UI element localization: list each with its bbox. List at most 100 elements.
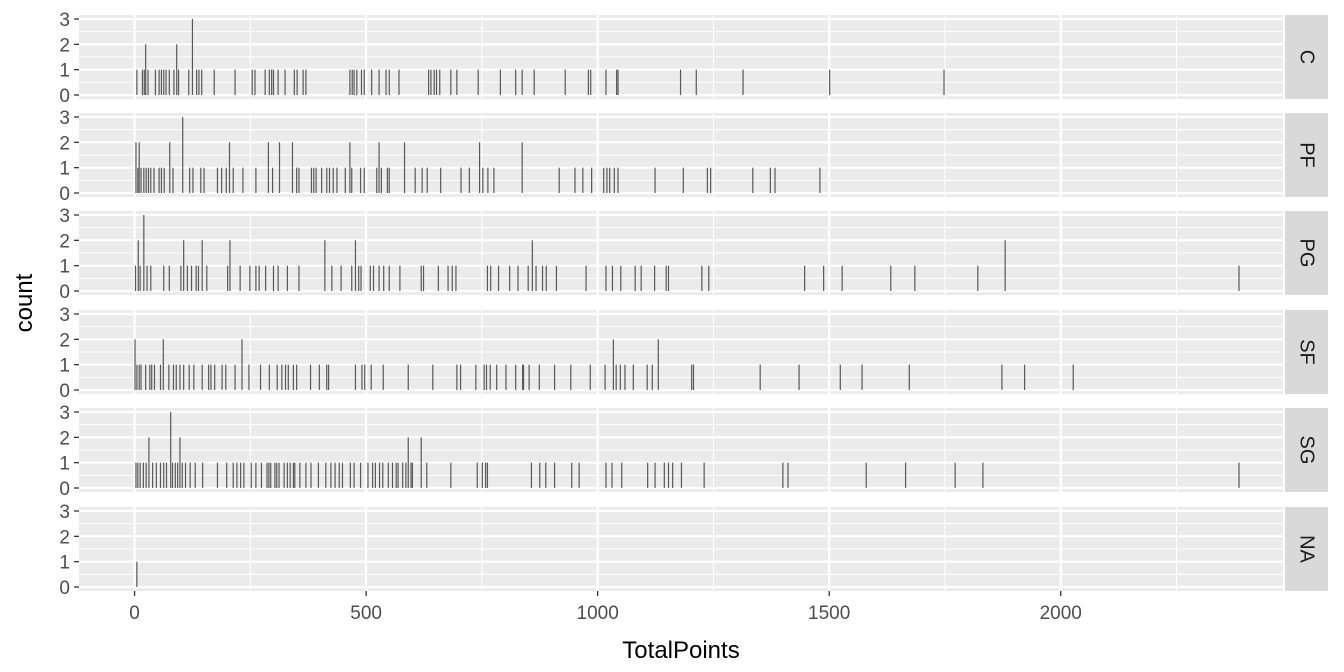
histogram-bar xyxy=(450,69,452,95)
histogram-bar xyxy=(179,437,181,488)
histogram-bar xyxy=(611,265,614,291)
histogram-bar xyxy=(388,167,390,193)
histogram-bar xyxy=(456,364,458,390)
histogram-bar xyxy=(481,462,483,488)
histogram-bar xyxy=(139,462,141,488)
histogram-bar xyxy=(249,265,251,291)
histogram-bar xyxy=(497,265,500,291)
histogram-bar xyxy=(865,462,867,488)
histogram-bar xyxy=(1072,364,1074,390)
histogram-bar xyxy=(299,462,301,488)
y-tick-label: 2 xyxy=(59,231,70,252)
histogram-bar xyxy=(570,364,572,390)
histogram-bar xyxy=(798,364,800,390)
histogram-bar xyxy=(296,167,298,193)
histogram-bar xyxy=(201,69,203,95)
histogram-bar xyxy=(353,462,355,488)
histogram-bar xyxy=(527,265,529,291)
histogram-bar xyxy=(254,69,256,95)
histogram-bar xyxy=(360,265,362,291)
histogram-bar xyxy=(255,462,257,488)
histogram-bar xyxy=(451,265,453,291)
histogram-bar xyxy=(371,69,373,95)
histogram-bar xyxy=(214,364,216,390)
histogram-bar xyxy=(517,265,519,291)
histogram-bar xyxy=(433,69,435,95)
histogram-bar xyxy=(183,240,185,291)
histogram-bar xyxy=(302,69,304,95)
histogram-bar xyxy=(145,364,147,390)
histogram-bar xyxy=(414,167,416,193)
histogram-bar xyxy=(265,265,267,291)
histogram-bar xyxy=(411,462,414,488)
histogram-bar xyxy=(255,167,257,193)
histogram-bar xyxy=(264,69,266,95)
histogram-bar xyxy=(410,462,412,488)
histogram-bar xyxy=(268,462,270,488)
histogram-bar xyxy=(284,364,287,390)
histogram-bar xyxy=(515,69,517,95)
facet-bars xyxy=(135,412,1240,488)
histogram-bar xyxy=(378,69,380,95)
histogram-bar xyxy=(351,167,353,193)
histogram-bar xyxy=(318,364,320,390)
histogram-bar xyxy=(759,364,761,390)
histogram-bar xyxy=(904,462,907,488)
histogram-bar xyxy=(168,265,170,291)
histogram-bar xyxy=(632,364,634,390)
histogram-bar xyxy=(388,69,390,95)
histogram-bar xyxy=(692,364,695,390)
histogram-bar xyxy=(782,462,784,488)
histogram-bar xyxy=(196,69,198,95)
histogram-bar xyxy=(489,364,491,390)
histogram-bar xyxy=(194,462,196,488)
histogram-bar xyxy=(170,412,172,488)
histogram-bar xyxy=(135,142,137,193)
histogram-bar xyxy=(203,167,205,193)
histogram-bar xyxy=(305,462,307,488)
histogram-bar xyxy=(787,462,789,488)
histogram-bar xyxy=(374,462,376,488)
x-tick-label: 1500 xyxy=(808,603,850,624)
histogram-bar xyxy=(287,364,289,390)
histogram-bar xyxy=(191,19,194,95)
histogram-bar xyxy=(640,265,642,291)
histogram-bar xyxy=(402,462,404,488)
histogram-bar xyxy=(679,69,682,95)
histogram-bar xyxy=(180,265,182,291)
histogram-bar xyxy=(378,462,381,488)
histogram-bar xyxy=(382,364,384,390)
histogram-bar xyxy=(195,265,197,291)
facet-strip-label: SF xyxy=(1296,339,1318,365)
histogram-bar xyxy=(615,364,617,390)
histogram-bar xyxy=(321,167,323,193)
histogram-bar xyxy=(344,167,346,193)
histogram-bar xyxy=(486,265,489,291)
histogram-bar xyxy=(499,69,501,95)
histogram-bar xyxy=(486,462,489,488)
histogram-bar xyxy=(267,142,269,193)
x-tick-label: 1000 xyxy=(577,603,619,624)
histogram-bar xyxy=(143,215,145,291)
histogram-bar xyxy=(206,265,208,291)
histogram-bar xyxy=(234,69,236,95)
histogram-bar xyxy=(189,167,191,193)
histogram-bar xyxy=(1238,265,1240,291)
x-tick-label: 500 xyxy=(350,603,382,624)
histogram-bar xyxy=(142,462,144,488)
facet-panel-na: 0 1 2 3 NA xyxy=(59,502,1328,599)
histogram-bar xyxy=(665,265,667,291)
histogram-bar xyxy=(281,364,283,390)
histogram-bar xyxy=(354,364,357,390)
histogram-bar xyxy=(286,265,288,291)
histogram-bar xyxy=(176,44,178,95)
histogram-bar xyxy=(216,167,219,193)
histogram-bar xyxy=(298,167,300,193)
histogram-bar xyxy=(545,462,547,488)
histogram-bar xyxy=(604,364,606,390)
histogram-bar xyxy=(619,364,621,390)
facet-strip xyxy=(1285,507,1328,591)
histogram-bar xyxy=(172,167,174,193)
histogram-bar xyxy=(398,69,400,95)
histogram-bar xyxy=(349,462,351,488)
